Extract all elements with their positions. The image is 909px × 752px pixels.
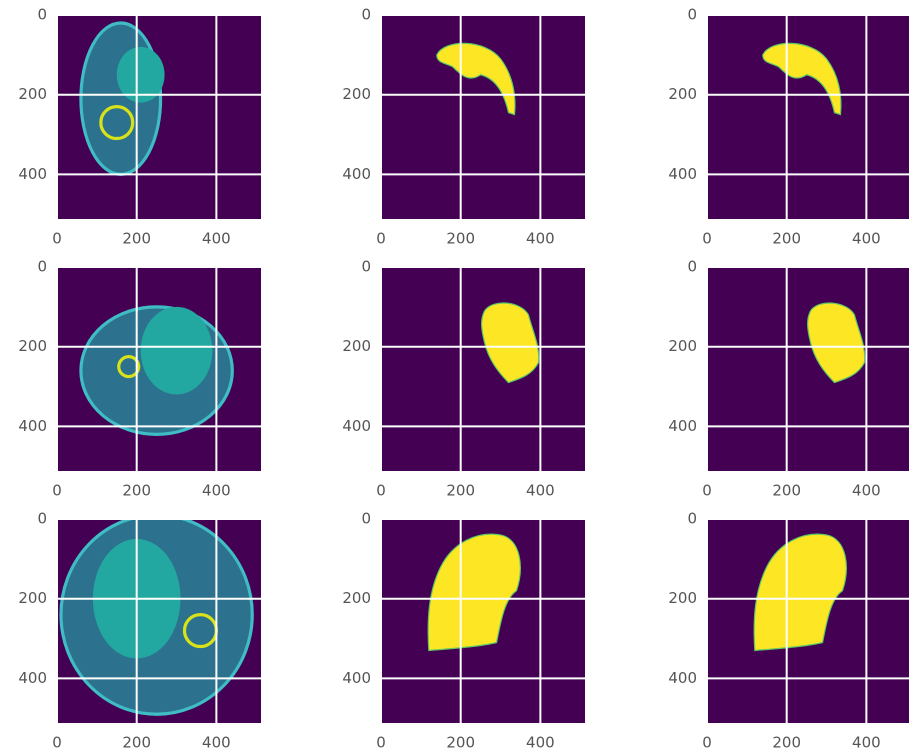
panel — [381, 15, 585, 219]
y-tick-label: 0 — [37, 6, 47, 24]
y-tick-label: 200 — [18, 589, 47, 607]
x-tick-label: 400 — [852, 482, 881, 500]
panel — [57, 267, 261, 471]
y-tick-label: 0 — [687, 258, 697, 276]
x-tick-label: 0 — [702, 734, 712, 752]
vertebra — [185, 615, 217, 647]
y-tick-label: 400 — [18, 165, 47, 183]
vertebra — [101, 107, 133, 139]
x-tick-label: 0 — [376, 230, 386, 248]
y-tick-label: 400 — [342, 669, 371, 687]
y-tick-label: 400 — [668, 165, 697, 183]
image-background — [707, 267, 909, 471]
x-tick-label: 400 — [526, 734, 555, 752]
y-tick-label: 400 — [342, 165, 371, 183]
x-tick-label: 200 — [772, 230, 801, 248]
y-tick-label: 400 — [668, 669, 697, 687]
x-tick-label: 200 — [446, 482, 475, 500]
x-tick-label: 0 — [52, 734, 62, 752]
panel — [381, 519, 585, 723]
y-tick-label: 200 — [668, 85, 697, 103]
x-tick-label: 200 — [772, 482, 801, 500]
x-tick-label: 400 — [202, 734, 231, 752]
x-tick-label: 400 — [852, 230, 881, 248]
x-tick-label: 200 — [446, 230, 475, 248]
x-tick-label: 200 — [446, 734, 475, 752]
y-tick-label: 400 — [668, 417, 697, 435]
panel — [707, 15, 909, 219]
x-tick-label: 0 — [376, 482, 386, 500]
x-tick-label: 0 — [52, 482, 62, 500]
x-tick-label: 200 — [122, 482, 151, 500]
x-tick-label: 0 — [376, 734, 386, 752]
y-tick-label: 200 — [18, 85, 47, 103]
y-tick-label: 200 — [342, 85, 371, 103]
image-content — [81, 307, 232, 435]
image-background — [381, 15, 585, 219]
x-tick-label: 400 — [852, 734, 881, 752]
y-tick-label: 0 — [361, 258, 371, 276]
y-tick-label: 200 — [668, 589, 697, 607]
image-background — [707, 15, 909, 219]
x-tick-label: 0 — [52, 230, 62, 248]
x-tick-label: 400 — [526, 230, 555, 248]
x-tick-label: 0 — [702, 230, 712, 248]
y-tick-label: 0 — [687, 6, 697, 24]
x-tick-label: 200 — [122, 230, 151, 248]
panel — [57, 15, 261, 219]
y-tick-label: 0 — [37, 258, 47, 276]
y-tick-label: 0 — [361, 6, 371, 24]
x-tick-label: 400 — [202, 230, 231, 248]
y-tick-label: 200 — [342, 337, 371, 355]
x-tick-label: 200 — [772, 734, 801, 752]
figure: 0 200 400 0 200 400 0 200 400 0 200 400 0 200 400 0 200 4… — [0, 0, 909, 752]
x-tick-label: 400 — [202, 482, 231, 500]
organ — [141, 307, 213, 395]
x-tick-label: 400 — [526, 482, 555, 500]
y-tick-label: 400 — [18, 669, 47, 687]
y-tick-label: 400 — [342, 417, 371, 435]
y-tick-label: 0 — [687, 510, 697, 528]
y-tick-label: 200 — [668, 337, 697, 355]
x-tick-label: 0 — [702, 482, 712, 500]
image-content — [61, 515, 252, 714]
chart-grid: 0 200 400 0 200 400 0 200 400 0 200 400 0 200 400 0 200 4… — [0, 0, 909, 752]
image-background — [381, 267, 585, 471]
y-tick-label: 0 — [37, 510, 47, 528]
panel — [707, 267, 909, 471]
panel — [707, 519, 909, 723]
y-tick-label: 0 — [361, 510, 371, 528]
y-tick-label: 200 — [342, 589, 371, 607]
x-tick-label: 200 — [122, 734, 151, 752]
panel — [57, 515, 261, 723]
y-tick-label: 400 — [18, 417, 47, 435]
y-tick-label: 200 — [18, 337, 47, 355]
panel — [381, 267, 585, 471]
